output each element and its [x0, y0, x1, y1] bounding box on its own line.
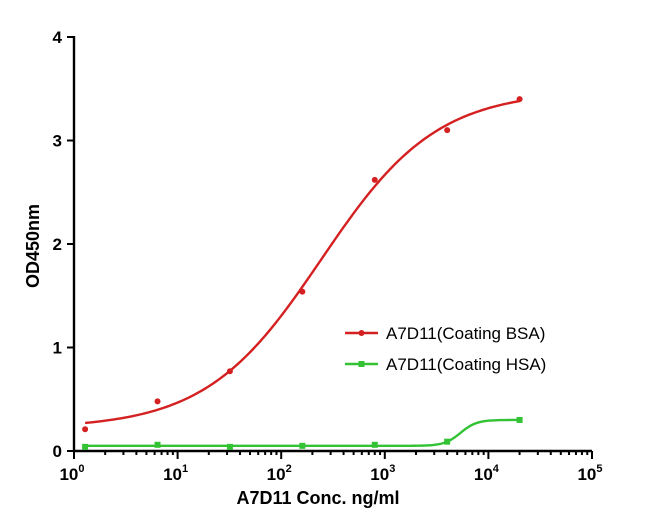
data-point-hsa: [371, 441, 378, 448]
ticks: 0 1 2 3 4 100 101 102 103 104 105: [53, 28, 603, 484]
y-axis-title: OD450nm: [23, 204, 43, 288]
data-point-bsa: [516, 96, 523, 103]
y-tick-label: 0: [53, 442, 62, 461]
legend-label-hsa: A7D11(Coating HSA): [386, 355, 546, 374]
data-point-hsa: [299, 442, 306, 449]
data-point-hsa: [154, 441, 161, 448]
x-tick-label: 102: [267, 463, 292, 484]
data-point-hsa: [226, 443, 233, 450]
legend-marker-bsa: [358, 330, 365, 336]
y-tick-label: 3: [53, 132, 62, 151]
fit-curves: [84, 99, 520, 448]
y-tick-label: 1: [53, 339, 62, 358]
y-tick-label: 2: [53, 235, 62, 254]
x-tick-label: 104: [474, 463, 500, 484]
legend-marker-hsa: [358, 361, 365, 367]
data-point-bsa: [226, 368, 233, 375]
x-tick-label: 100: [59, 463, 84, 484]
data-point-hsa: [444, 438, 451, 445]
y-tick-label: 4: [53, 28, 63, 47]
legend: A7D11(Coating BSA) A7D11(Coating HSA): [345, 324, 546, 374]
data-point-bsa: [154, 398, 161, 405]
x-tick-label: 101: [163, 463, 188, 484]
legend-label-bsa: A7D11(Coating BSA): [386, 324, 545, 343]
legend-item-bsa: A7D11(Coating BSA): [345, 324, 545, 343]
data-point-bsa: [444, 127, 451, 134]
x-axis-title: A7D11 Conc. ng/ml: [236, 488, 399, 508]
data-points: [82, 96, 523, 450]
x-tick-label: 103: [370, 463, 395, 484]
data-point-bsa: [371, 176, 378, 183]
legend-item-hsa: A7D11(Coating HSA): [345, 355, 546, 374]
data-point-hsa: [516, 416, 523, 423]
data-point-bsa: [82, 426, 89, 433]
x-tick-label: 105: [577, 463, 602, 484]
fit-curve-hsa: [85, 418, 520, 448]
data-point-hsa: [82, 443, 89, 450]
fit-curve-bsa: [84, 99, 520, 425]
data-point-bsa: [299, 288, 306, 295]
